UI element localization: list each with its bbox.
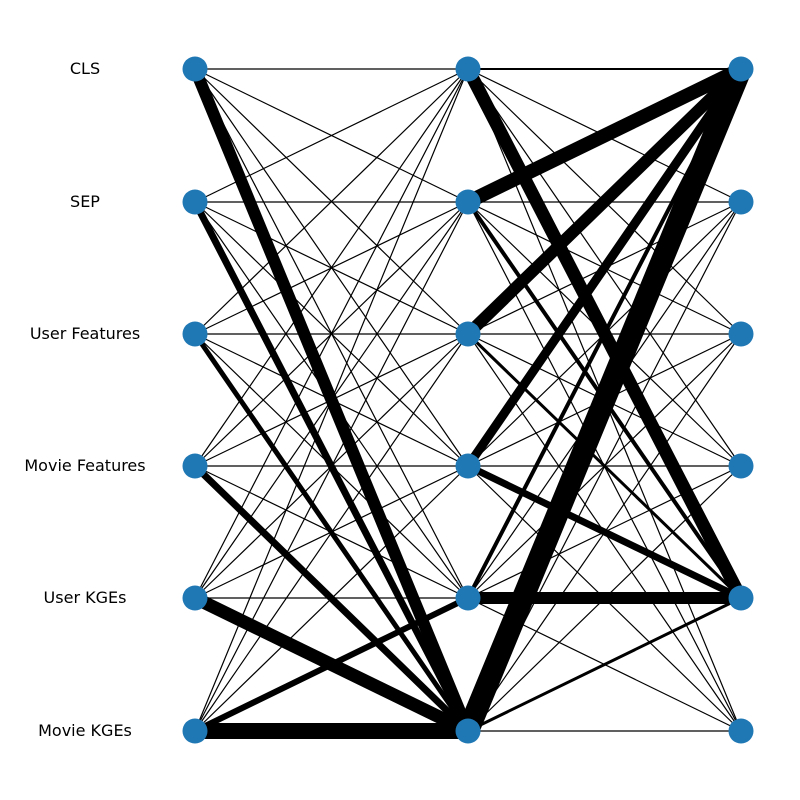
- edge-layer: [189, 62, 752, 739]
- label-layer: CLS SEP User Features Movie Features Use…: [24, 59, 145, 740]
- weighted-edge-9: [463, 64, 746, 339]
- node-col2-row3: [728, 453, 754, 479]
- weighted-edge-13: [466, 462, 743, 602]
- node-col1-row2: [455, 321, 481, 347]
- row-label-movie-features: Movie Features: [24, 456, 145, 475]
- row-label-cls: CLS: [70, 59, 100, 78]
- node-col1-row0: [455, 56, 481, 82]
- weighted-edge-15: [467, 596, 742, 733]
- weighted-edge-17: [466, 332, 743, 600]
- node-col1-row5: [455, 718, 481, 744]
- weighted-edge-10: [464, 66, 745, 469]
- row-label-sep: SEP: [70, 192, 100, 211]
- row-label-movie-kges: Movie KGEs: [38, 721, 132, 740]
- node-layer: [182, 56, 754, 744]
- weighted-edge-1: [191, 200, 472, 733]
- node-col2-row5: [728, 718, 754, 744]
- node-col0-row0: [182, 56, 208, 82]
- weighted-edge-16: [466, 200, 743, 600]
- weighted-edge-6: [193, 595, 470, 734]
- row-label-user-features: User Features: [30, 324, 140, 343]
- node-col2-row0: [728, 56, 754, 82]
- node-col2-row4: [728, 585, 754, 611]
- node-col2-row1: [728, 189, 754, 215]
- row-label-user-kges: User KGEs: [44, 588, 127, 607]
- weighted-edge-8: [464, 62, 745, 209]
- weighted-edge-3: [192, 463, 471, 734]
- node-col1-row4: [455, 585, 481, 611]
- node-col0-row2: [182, 321, 208, 347]
- node-col1-row3: [455, 453, 481, 479]
- node-col0-row3: [182, 453, 208, 479]
- node-col0-row1: [182, 189, 208, 215]
- node-col0-row5: [182, 718, 208, 744]
- node-col0-row4: [182, 585, 208, 611]
- node-col1-row1: [455, 189, 481, 215]
- weighted-edge-2: [192, 332, 471, 733]
- node-col2-row2: [728, 321, 754, 347]
